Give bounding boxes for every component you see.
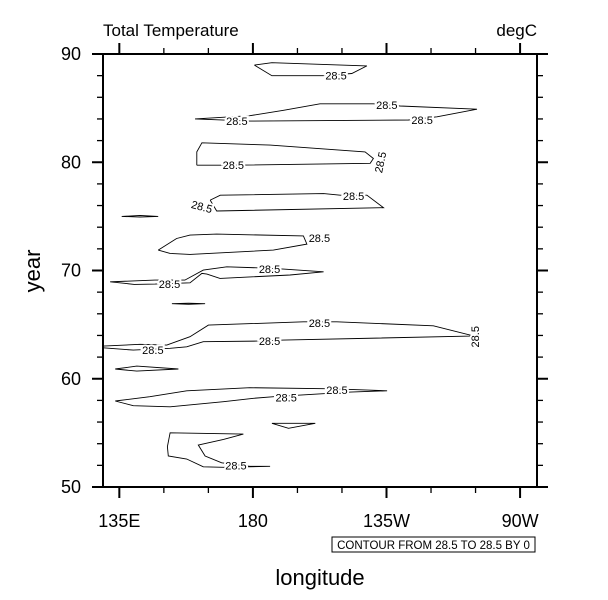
chart-title-right: degC <box>496 21 537 40</box>
contour-line <box>196 142 375 166</box>
contour-line <box>110 266 324 285</box>
contour-label: 28.5 <box>376 100 397 112</box>
contour-line <box>103 321 471 351</box>
contour-line <box>157 233 308 255</box>
contour-label: 28.5 <box>309 318 330 330</box>
contour-label: 28.5 <box>275 393 296 405</box>
contour-label: 28.5 <box>223 160 244 172</box>
contour-label: 28.5 <box>142 345 163 357</box>
x-axis-label: longitude <box>275 565 364 590</box>
x-tick-label: 135W <box>363 511 410 531</box>
x-tick-label: 90W <box>502 511 539 531</box>
contour-line <box>171 302 206 305</box>
y-tick-label: 50 <box>61 477 81 497</box>
info-label: CONTOUR FROM 28.5 TO 28.5 BY 0 <box>337 540 530 552</box>
y-tick-label: 60 <box>61 369 81 389</box>
y-axis-label: year <box>20 250 45 293</box>
contour-line <box>271 422 316 429</box>
contour-line <box>254 62 368 77</box>
contour-label: 28.5 <box>325 71 346 83</box>
y-tick-label: 90 <box>61 44 81 64</box>
contour-line <box>121 215 159 218</box>
contour-line <box>115 365 179 372</box>
contour-line <box>166 432 271 468</box>
contour-label: 28.5 <box>309 233 330 245</box>
info-label-box <box>331 536 536 553</box>
contour-label: 28.5 <box>225 461 246 473</box>
contour-label: 28.5 <box>226 116 247 128</box>
contour-label: 28.5 <box>190 199 214 216</box>
chart-title-left: Total Temperature <box>103 21 239 40</box>
contour-line <box>194 103 478 122</box>
x-tick-label: 135E <box>98 511 140 531</box>
x-tick-label: 180 <box>238 511 268 531</box>
contour-lines: 28.5 28.5 28.5 28.5 28.5 28.5 28.5 28.5 28.5 28.5… <box>103 62 484 475</box>
axes: 135E 180 135W 90W 50 60 70 80 90 <box>61 43 548 531</box>
contour-label: 28.5 <box>259 336 280 348</box>
plot-frame <box>102 53 538 488</box>
contour-label: 28.5 <box>259 264 280 276</box>
y-tick-label: 70 <box>61 261 81 281</box>
contour-label: 28.5 <box>373 151 389 174</box>
contour-label: 28.5 <box>411 115 432 127</box>
contour-label: 28.5 <box>343 191 364 203</box>
y-tick-label: 80 <box>61 152 81 172</box>
contour-line <box>209 193 385 212</box>
contour-label: 28.5 <box>159 279 180 291</box>
contour-label: 28.5 <box>470 326 482 347</box>
contour-label: 28.5 <box>326 385 347 397</box>
contour-line <box>115 387 388 408</box>
